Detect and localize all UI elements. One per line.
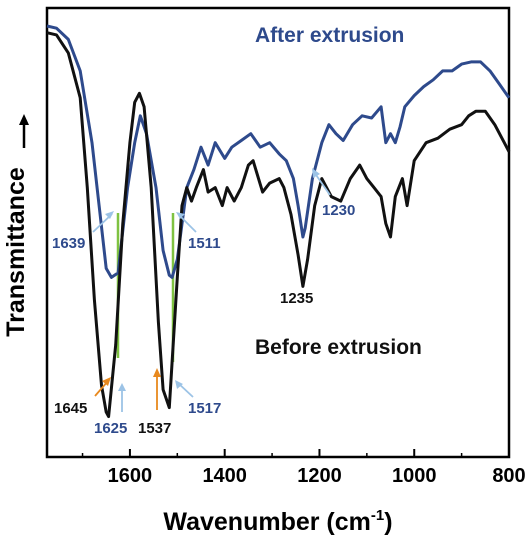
x-tick-label-1200: 1200 <box>297 465 342 487</box>
x-tick-label-800: 800 <box>492 465 525 487</box>
curve-label-after: After extrusion <box>255 24 404 47</box>
arrow-1511-head <box>176 212 185 219</box>
plot-frame <box>45 6 511 459</box>
annotation-1625: 1625 <box>94 420 127 437</box>
x-axis-title-close: ) <box>384 508 392 536</box>
y-axis-title: Transmittance <box>2 167 30 337</box>
arrow-1230-head <box>312 168 320 178</box>
x-tick-label-1600: 1600 <box>108 465 153 487</box>
y-axis-arrow-head <box>19 114 29 125</box>
annotation-arrows <box>92 168 331 412</box>
arrow-1511 <box>178 214 197 233</box>
x-tick-label-1000: 1000 <box>392 465 437 487</box>
arrow-1517-head <box>175 380 183 389</box>
annotation-1517: 1517 <box>188 400 221 417</box>
curve-label-before: Before extrusion <box>255 336 422 359</box>
annotation-1511: 1511 <box>188 235 221 252</box>
arrow-1537-head <box>153 368 161 377</box>
arrow-1645-head <box>102 377 111 386</box>
x-axis-title-main: Wavenumber (cm <box>163 508 370 536</box>
annotation-1235: 1235 <box>280 290 313 307</box>
x-axis: 1600 1400 1200 1000 800 <box>81 449 526 487</box>
arrow-1639-head <box>105 211 114 219</box>
series-line-after-extrusion <box>46 24 511 279</box>
annotation-1537: 1537 <box>138 420 171 437</box>
annotation-1645: 1645 <box>54 400 87 417</box>
annotation-1639: 1639 <box>52 235 85 252</box>
x-axis-title-superscript: -1 <box>371 507 384 524</box>
series-line-before-extrusion <box>46 31 511 419</box>
x-axis-title: Wavenumber (cm-1) <box>163 507 392 536</box>
x-tick-label-1400: 1400 <box>202 465 247 487</box>
arrow-1625-head <box>118 383 126 391</box>
annotation-1230: 1230 <box>322 202 355 219</box>
